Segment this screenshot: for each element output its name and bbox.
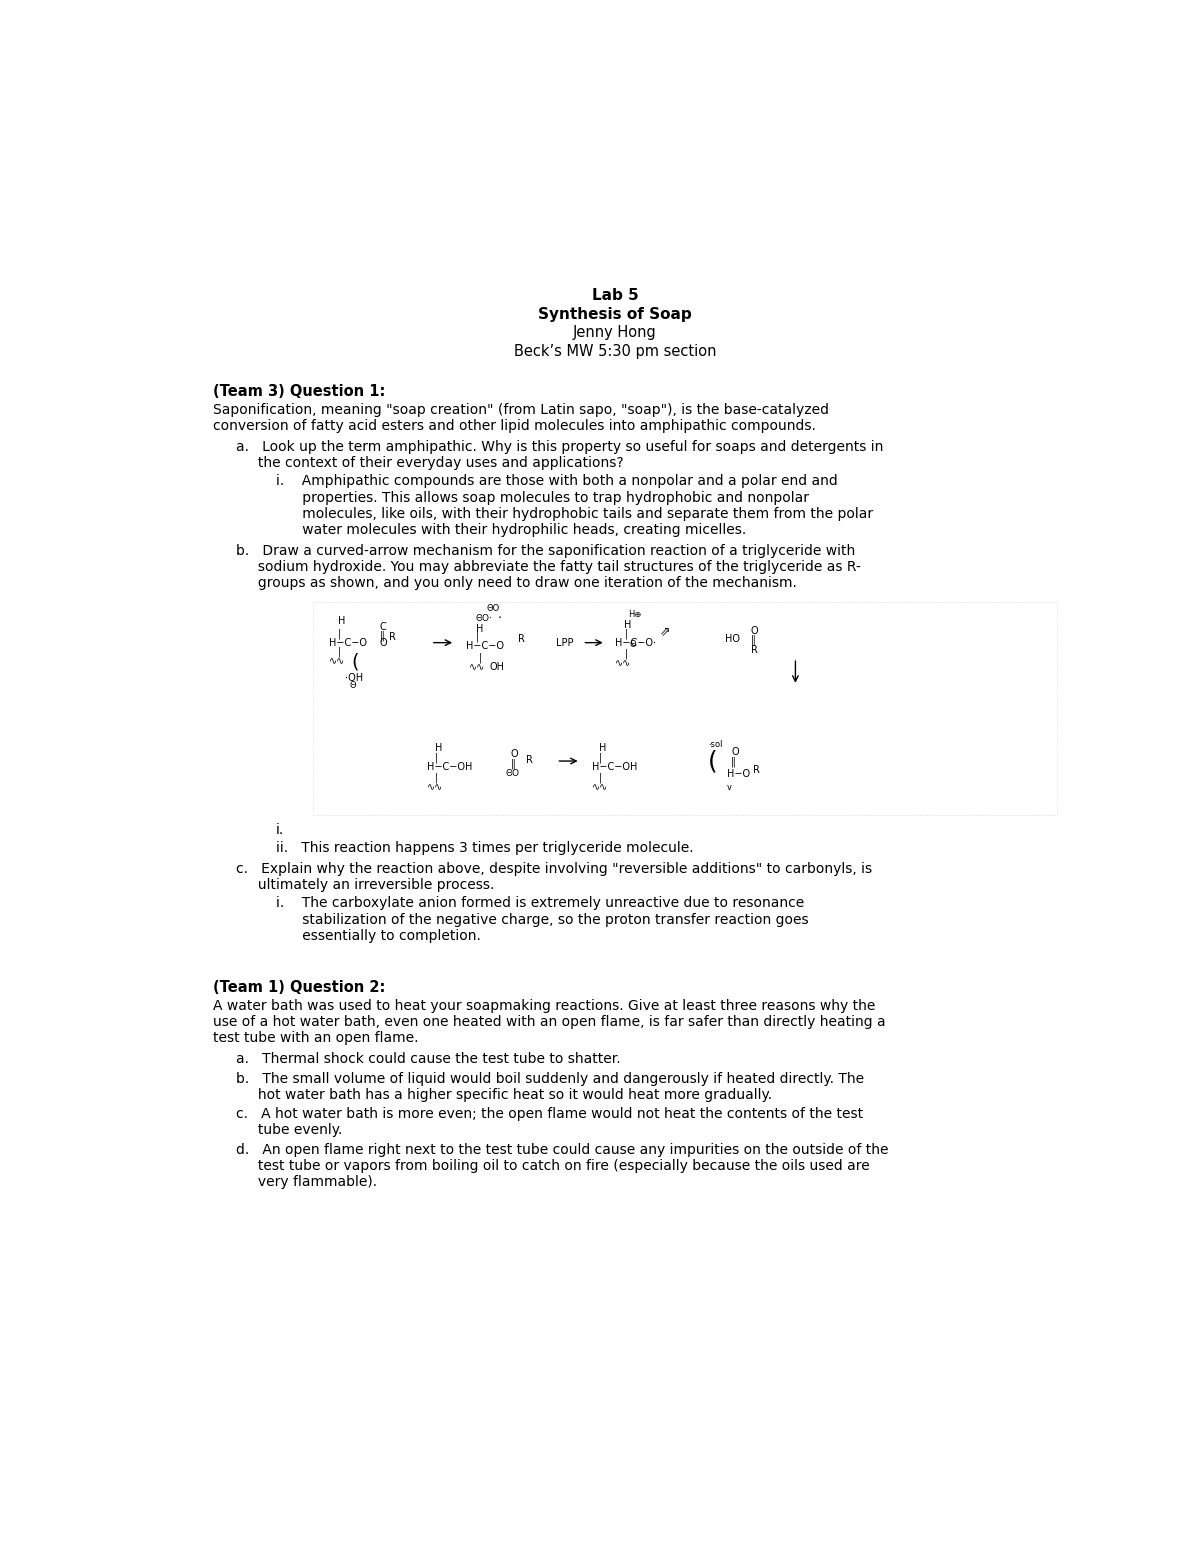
- Text: (: (: [708, 749, 718, 773]
- Text: ΘO⋅: ΘO⋅: [475, 613, 492, 623]
- Text: O: O: [751, 626, 758, 635]
- Text: d.   An open flame right next to the test tube could cause any impurities on the: d. An open flame right next to the test …: [236, 1143, 889, 1157]
- Text: sodium hydroxide. You may abbreviate the fatty tail structures of the triglyceri: sodium hydroxide. You may abbreviate the…: [236, 561, 862, 575]
- Text: H−C−O: H−C−O: [467, 641, 504, 651]
- Text: |: |: [434, 773, 438, 784]
- Text: use of a hot water bath, even one heated with an open flame, is far safer than d: use of a hot water bath, even one heated…: [214, 1016, 886, 1030]
- Text: Lab 5: Lab 5: [592, 287, 638, 303]
- Text: LPP: LPP: [557, 638, 574, 648]
- Text: H: H: [475, 623, 482, 634]
- Text: H: H: [338, 617, 346, 626]
- Text: molecules, like oils, with their hydrophobic tails and separate them from the po: molecules, like oils, with their hydroph…: [276, 506, 872, 520]
- Text: conversion of fatty acid esters and other lipid molecules into amphipathic compo: conversion of fatty acid esters and othe…: [214, 419, 816, 433]
- Text: |: |: [599, 773, 602, 784]
- Text: Θ: Θ: [350, 680, 356, 690]
- Text: ΘO: ΘO: [487, 604, 500, 613]
- Text: H: H: [434, 742, 442, 753]
- Text: ∿∿: ∿∿: [427, 783, 443, 792]
- Text: hot water bath has a higher specific heat so it would heat more gradually.: hot water bath has a higher specific hea…: [236, 1087, 773, 1101]
- Text: very flammable).: very flammable).: [236, 1176, 378, 1190]
- Text: R: R: [751, 644, 757, 655]
- Text: O: O: [731, 747, 739, 756]
- Text: R: R: [752, 764, 760, 775]
- Text: Θ: Θ: [630, 640, 636, 649]
- Text: C: C: [379, 623, 386, 632]
- Text: Saponification, meaning "soap creation" (from Latin sapo, "soap"), is the base-c: Saponification, meaning "soap creation" …: [214, 402, 829, 416]
- Text: b.   The small volume of liquid would boil suddenly and dangerously if heated di: b. The small volume of liquid would boil…: [236, 1072, 865, 1086]
- Text: ⋅OH: ⋅OH: [346, 672, 364, 683]
- Text: H−C−O: H−C−O: [329, 638, 366, 648]
- Text: (Team 3) Question 1:: (Team 3) Question 1:: [214, 384, 385, 399]
- Text: ‖: ‖: [379, 631, 384, 641]
- Text: b.   Draw a curved-arrow mechanism for the saponification reaction of a triglyce: b. Draw a curved-arrow mechanism for the…: [236, 544, 856, 558]
- Text: |: |: [338, 646, 341, 657]
- Text: i.: i.: [276, 823, 284, 837]
- Text: groups as shown, and you only need to draw one iteration of the mechanism.: groups as shown, and you only need to dr…: [236, 576, 797, 590]
- Text: OH: OH: [490, 662, 504, 672]
- Text: ΘO: ΘO: [505, 769, 520, 778]
- Text: A water bath was used to heat your soapmaking reactions. Give at least three rea: A water bath was used to heat your soapm…: [214, 999, 876, 1013]
- Bar: [313, 603, 1057, 815]
- Text: H−C−OH: H−C−OH: [592, 763, 637, 772]
- Text: R: R: [518, 634, 526, 644]
- Text: ultimately an irreversible process.: ultimately an irreversible process.: [236, 877, 494, 891]
- Text: H: H: [599, 742, 606, 753]
- Text: water molecules with their hydrophilic heads, creating micelles.: water molecules with their hydrophilic h…: [276, 523, 746, 537]
- Text: HO: HO: [725, 634, 739, 644]
- Text: Synthesis of Soap: Synthesis of Soap: [538, 306, 692, 321]
- Text: ∿∿: ∿∿: [616, 658, 631, 668]
- Text: tube evenly.: tube evenly.: [236, 1123, 343, 1137]
- Text: |: |: [624, 649, 628, 658]
- Text: a.   Look up the term amphipathic. Why is this property so useful for soaps and : a. Look up the term amphipathic. Why is …: [236, 439, 884, 453]
- Text: Jenny Hong: Jenny Hong: [574, 325, 656, 340]
- Text: ∿∿: ∿∿: [469, 662, 485, 672]
- Text: |: |: [338, 629, 341, 638]
- Text: ⇗: ⇗: [660, 624, 670, 638]
- Text: H⊕: H⊕: [628, 610, 641, 620]
- Text: |: |: [434, 753, 438, 763]
- Text: ‖: ‖: [511, 759, 516, 769]
- Text: ‖: ‖: [751, 634, 756, 644]
- Text: ⋅sol: ⋅sol: [708, 739, 722, 749]
- Text: H−C−OH: H−C−OH: [427, 763, 473, 772]
- Text: essentially to completion.: essentially to completion.: [276, 929, 480, 943]
- Text: ‖: ‖: [731, 756, 736, 767]
- Text: ∿∿: ∿∿: [592, 783, 608, 792]
- Text: |: |: [599, 753, 602, 763]
- Text: O: O: [511, 749, 518, 759]
- Text: test tube with an open flame.: test tube with an open flame.: [214, 1031, 419, 1045]
- Text: Beck’s MW 5:30 pm section: Beck’s MW 5:30 pm section: [514, 343, 716, 359]
- Text: H−O: H−O: [727, 769, 750, 780]
- Text: O: O: [379, 638, 388, 648]
- Text: v: v: [727, 783, 732, 792]
- Text: test tube or vapors from boiling oil to catch on fire (especially because the oi: test tube or vapors from boiling oil to …: [236, 1159, 870, 1173]
- Text: H−C−O⋅: H−C−O⋅: [616, 638, 656, 648]
- Text: |: |: [624, 629, 628, 638]
- Text: (Team 1) Question 2:: (Team 1) Question 2:: [214, 980, 385, 995]
- Text: ii.   This reaction happens 3 times per triglyceride molecule.: ii. This reaction happens 3 times per tr…: [276, 840, 694, 854]
- Text: R: R: [389, 632, 396, 641]
- Text: |: |: [479, 652, 482, 663]
- Text: ⋅: ⋅: [498, 612, 502, 624]
- Text: H: H: [624, 620, 631, 631]
- Text: c.   A hot water bath is more even; the open flame would not heat the contents o: c. A hot water bath is more even; the op…: [236, 1107, 864, 1121]
- Text: i.    Amphipathic compounds are those with both a nonpolar and a polar end and: i. Amphipathic compounds are those with …: [276, 475, 838, 489]
- Text: |: |: [475, 632, 479, 643]
- Text: properties. This allows soap molecules to trap hydrophobic and nonpolar: properties. This allows soap molecules t…: [276, 491, 809, 505]
- Text: the context of their everyday uses and applications?: the context of their everyday uses and a…: [236, 457, 624, 471]
- Text: i.    The carboxylate anion formed is extremely unreactive due to resonance: i. The carboxylate anion formed is extre…: [276, 896, 804, 910]
- Text: stabilization of the negative charge, so the proton transfer reaction goes: stabilization of the negative charge, so…: [276, 913, 808, 927]
- Text: a.   Thermal shock could cause the test tube to shatter.: a. Thermal shock could cause the test tu…: [236, 1051, 622, 1067]
- Text: R: R: [526, 755, 533, 766]
- Text: ∿∿: ∿∿: [329, 655, 344, 666]
- Text: c.   Explain why the reaction above, despite involving "reversible additions" to: c. Explain why the reaction above, despi…: [236, 862, 872, 876]
- Text: (: (: [352, 652, 359, 671]
